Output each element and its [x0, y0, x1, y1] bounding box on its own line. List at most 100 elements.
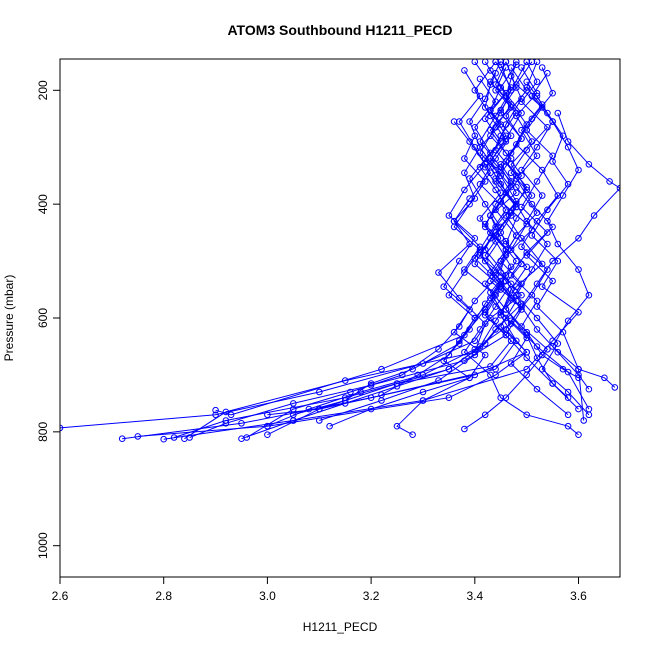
x-tick-label: 3.6: [570, 589, 587, 603]
data-point: [212, 411, 219, 419]
data-point: [264, 431, 271, 439]
y-tick-label: 400: [36, 194, 50, 214]
data-point: [538, 365, 546, 373]
data-point: [290, 417, 297, 424]
data-point: [554, 348, 562, 356]
data-point: [461, 186, 468, 194]
data-point: [341, 400, 349, 407]
data-point: [575, 309, 582, 316]
data-point: [476, 343, 484, 350]
data-point: [513, 283, 520, 291]
data-point: [450, 223, 458, 231]
data-point: [497, 257, 505, 265]
data-point: [575, 266, 582, 273]
data-point: [487, 149, 494, 157]
data-point: [533, 354, 541, 362]
data-point: [502, 89, 510, 97]
data-point: [518, 323, 525, 330]
series-line: [137, 112, 620, 437]
data-point: [471, 143, 479, 151]
series-line: [510, 67, 590, 410]
data-point: [513, 257, 520, 265]
data-point: [544, 69, 551, 77]
data-point: [492, 81, 499, 88]
data-point: [559, 192, 567, 199]
data-point: [466, 374, 473, 382]
data-point: [528, 192, 536, 199]
data-point: [186, 434, 193, 441]
data-point: [456, 337, 463, 345]
data-point: [513, 183, 520, 191]
data-point: [606, 178, 613, 185]
data-point: [357, 388, 365, 396]
data-point: [513, 141, 520, 148]
data-point: [502, 149, 510, 157]
series-21: [186, 67, 515, 441]
data-point: [601, 374, 608, 382]
series-14: [170, 59, 515, 441]
data-point: [476, 75, 484, 83]
data-point: [398, 371, 406, 379]
data-point: [445, 365, 453, 373]
series-line: [319, 61, 523, 421]
data-point: [487, 67, 494, 74]
data-point: [513, 59, 520, 66]
data-point: [487, 235, 494, 242]
data-point: [533, 326, 541, 333]
data-point: [507, 337, 515, 345]
series-line: [184, 73, 497, 440]
data-point: [575, 431, 582, 439]
data-point: [481, 300, 489, 308]
data-point: [481, 155, 489, 162]
series-line: [267, 61, 517, 427]
data-point: [476, 138, 484, 145]
data-point: [222, 420, 230, 427]
x-axis-label: H1211_PECD: [303, 620, 378, 634]
data-point: [580, 417, 588, 424]
data-point: [481, 200, 489, 208]
data-point: [409, 431, 416, 439]
data-point: [533, 209, 541, 216]
data-point: [528, 92, 536, 100]
data-point: [611, 384, 619, 391]
data-point: [476, 163, 484, 171]
data-point: [481, 115, 489, 123]
data-point: [461, 67, 468, 74]
data-point: [585, 405, 593, 413]
series-26: [461, 78, 556, 433]
data-point: [487, 126, 494, 134]
data-point: [471, 235, 479, 242]
data-point: [518, 126, 525, 134]
data-point: [497, 180, 505, 188]
data-point: [471, 337, 479, 345]
series-line: [189, 70, 512, 438]
data-point: [492, 178, 499, 185]
data-point: [523, 328, 531, 336]
data-point: [393, 422, 401, 430]
x-tick-label: 3.0: [259, 589, 276, 603]
data-point: [518, 280, 525, 288]
chart-title: ATOM3 Southbound H1211_PECD: [227, 22, 452, 38]
y-axis-label: Pressure (mbar): [2, 275, 16, 362]
data-point: [461, 155, 468, 162]
data-point: [533, 178, 541, 185]
data-point: [492, 229, 499, 236]
data-point: [513, 203, 520, 211]
data-point: [533, 152, 541, 160]
data-point: [554, 340, 562, 347]
y-tick-label: 800: [36, 422, 50, 442]
data-point: [238, 435, 245, 443]
data-point: [507, 64, 515, 71]
data-point: [471, 351, 479, 359]
data-point: [518, 109, 525, 117]
data-point: [450, 118, 458, 125]
data-point: [549, 118, 556, 125]
data-point: [134, 433, 142, 440]
data-point: [481, 178, 489, 185]
data-point: [616, 184, 620, 192]
data-point: [471, 59, 479, 66]
data-point: [564, 388, 572, 396]
data-point: [466, 175, 473, 182]
data-point: [471, 297, 479, 305]
